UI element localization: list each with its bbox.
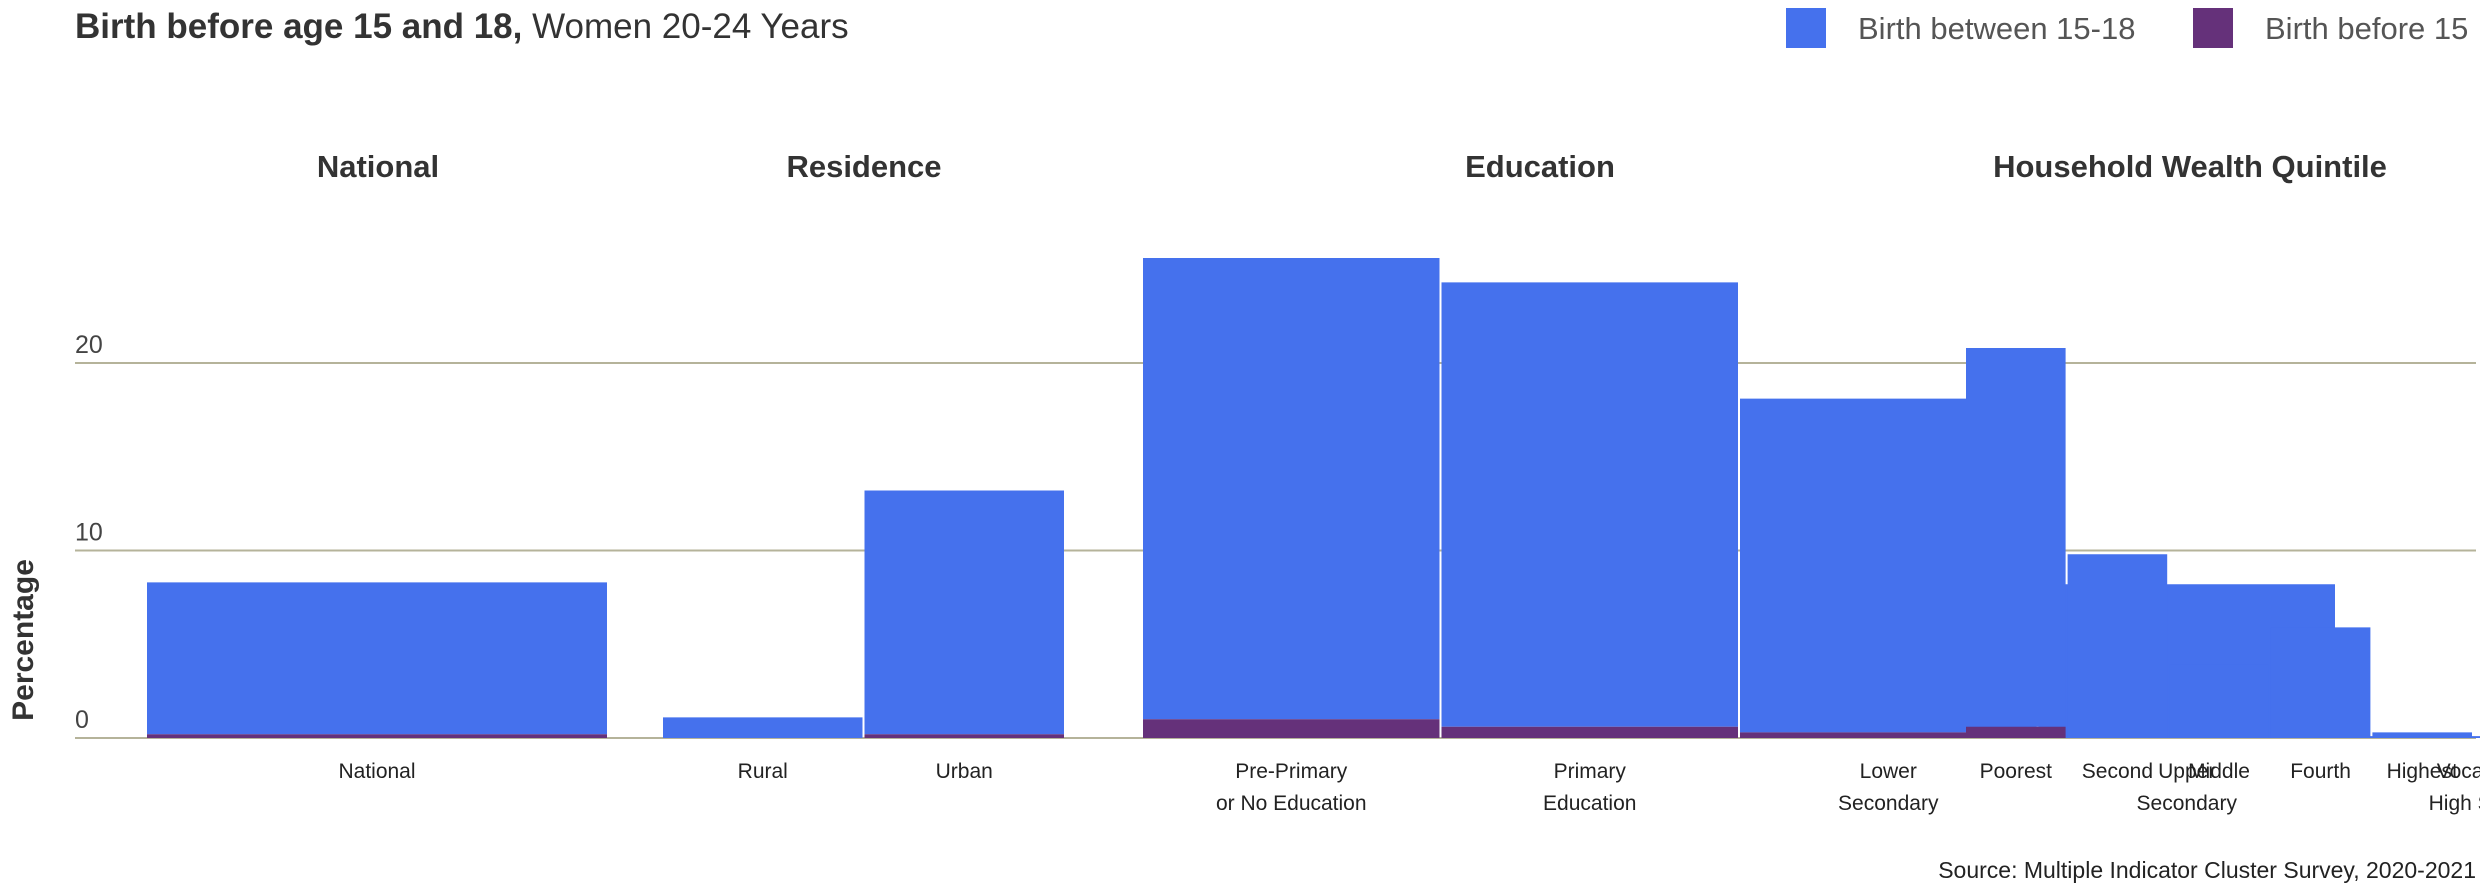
x-tick-label-primary-education: Primary — [1554, 760, 1627, 783]
legend-swatch-before15 — [2193, 8, 2233, 48]
x-tick-label-pre-primary-or-no-education: or No Education — [1216, 792, 1367, 815]
x-tick-label-highest: Highest — [2387, 760, 2458, 783]
bar-between15-18-second — [2067, 554, 2168, 738]
bar-between15-18-fourth — [2270, 627, 2371, 738]
x-tick-label-lower-secondary: Secondary — [1838, 792, 1939, 815]
bar-between15-18-highest — [2372, 732, 2472, 738]
bars — [147, 258, 2480, 738]
chart-title: Birth before age 15 and 18, Women 20-24 … — [75, 7, 849, 46]
bar-between15-18-urban — [864, 490, 1064, 735]
x-tick-label-upper-secondary: Upper — [2158, 760, 2215, 783]
group-title-national: National — [317, 149, 439, 184]
x-tick-label-vocational-high-school: High School — [2429, 792, 2480, 815]
x-tick-label-rural: Rural — [738, 760, 788, 783]
x-tick-label-poorest: Poorest — [1980, 760, 2053, 783]
x-tick-label-upper-secondary: Secondary — [2137, 792, 2238, 815]
y-tick-label: 10 — [75, 519, 103, 547]
legend-swatch-between15-18 — [1786, 8, 1826, 48]
bar-before15-pre-primary-or-no-education — [1143, 719, 1440, 738]
y-tick-label: 0 — [75, 706, 89, 734]
x-tick-label-primary-education: Education — [1543, 792, 1636, 815]
bar-before15-national — [147, 734, 607, 738]
bar-between15-18-primary-education — [1441, 282, 1738, 727]
group-title-residence: Residence — [786, 149, 941, 184]
bar-before15-urban — [864, 734, 1064, 738]
group-title-education: Education — [1465, 149, 1615, 184]
x-tick-label-vocational-high-school: Vocational — [2437, 760, 2480, 783]
chart-title-bold: Birth before age 15 and 18, — [75, 7, 522, 46]
legend-label-before15: Birth before 15 — [2265, 11, 2468, 46]
y-axis-label: Percentage — [7, 559, 40, 721]
group-title-household-wealth-quintile: Household Wealth Quintile — [1993, 149, 2387, 184]
x-tick-label-pre-primary-or-no-education: Pre-Primary — [1235, 760, 1348, 783]
x-tick-label-national: National — [338, 760, 415, 783]
x-tick-label-fourth: Fourth — [2290, 760, 2351, 783]
chart-title-rest: Women 20-24 Years — [522, 7, 848, 46]
x-tick-label-lower-secondary: Lower — [1860, 760, 1917, 783]
bar-between15-18-middle — [2169, 664, 2269, 738]
y-tick-label: 20 — [75, 331, 103, 359]
bar-between15-18-rural — [663, 717, 863, 738]
source-note: Source: Multiple Indicator Cluster Surve… — [1938, 857, 2476, 883]
bar-before15-lower-secondary — [1740, 732, 2037, 738]
bar-between15-18-poorest — [1966, 348, 2066, 727]
legend-label-between15-18: Birth between 15-18 — [1858, 11, 2135, 46]
x-tick-label-middle: Middle — [2188, 760, 2250, 783]
bar-between15-18-national — [147, 582, 607, 735]
legend: Birth between 15-18 Birth before 15 — [1786, 8, 2468, 48]
labels: National National Residence Rural Urban Educa… — [317, 149, 2480, 815]
bar-before15-poorest — [1966, 726, 2066, 738]
x-tick-label-second: Second — [2082, 760, 2153, 783]
bar-between15-18-pre-primary-or-no-education — [1143, 258, 1440, 720]
bar-before15-primary-education — [1441, 726, 1738, 738]
x-tick-label-urban: Urban — [936, 760, 993, 783]
